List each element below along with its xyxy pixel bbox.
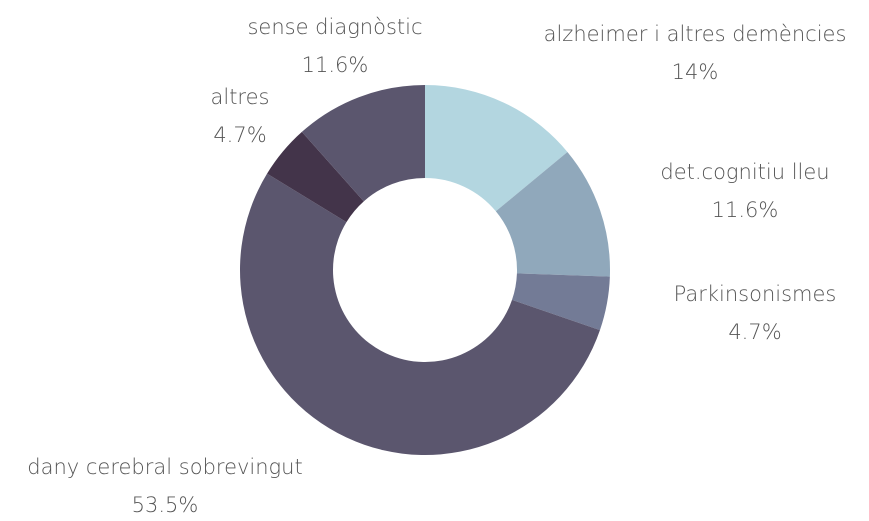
slice-label: sense diagnòstic [247, 15, 422, 39]
value-label: 11.6% [712, 198, 779, 222]
slice-label: det.cognitiu lleu [660, 160, 829, 184]
slice-label: altres [211, 85, 270, 109]
slice [301, 85, 425, 202]
value-label: 4.7% [728, 320, 781, 344]
slice [512, 273, 610, 331]
slice [240, 173, 600, 455]
slice [495, 151, 610, 277]
slice-label: alzheimer i altres demències [544, 22, 847, 46]
value-label: 4.7% [213, 123, 266, 147]
slice [425, 85, 568, 212]
slice-label: Parkinsonismes [674, 282, 837, 306]
value-label: 53.5% [132, 493, 199, 517]
slice-label: dany cerebral sobrevingut [27, 455, 302, 479]
value-label: 14% [672, 60, 719, 84]
slice [267, 131, 364, 223]
value-label: 11.6% [302, 53, 369, 77]
